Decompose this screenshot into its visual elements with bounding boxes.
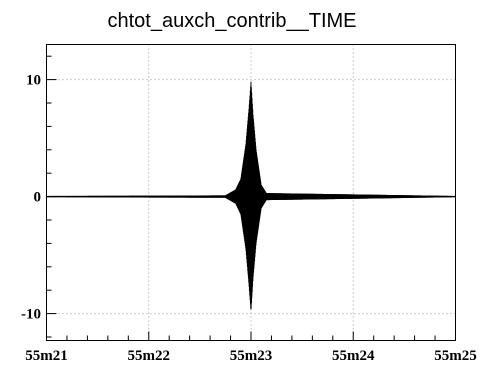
- y-tick-label: 0: [34, 190, 42, 206]
- x-tick-label: 55m21: [25, 348, 68, 364]
- signal-envelope: [46, 81, 456, 312]
- x-tick-label: 55m23: [230, 348, 273, 364]
- y-tick-label: -10: [21, 307, 41, 323]
- y-tick-label: 10: [26, 73, 41, 89]
- axes: 55m21 55m22 55m23 55m24 55m25 -10 0 10: [21, 55, 477, 364]
- series-layer: [46, 81, 456, 312]
- x-tick-label: 55m24: [332, 348, 375, 364]
- x-tick-label: 55m22: [128, 348, 171, 364]
- x-tick-label: 55m25: [434, 348, 477, 364]
- plot-frame: [46, 44, 456, 341]
- chart-title: chtot_auxch_contrib__TIME: [107, 10, 356, 32]
